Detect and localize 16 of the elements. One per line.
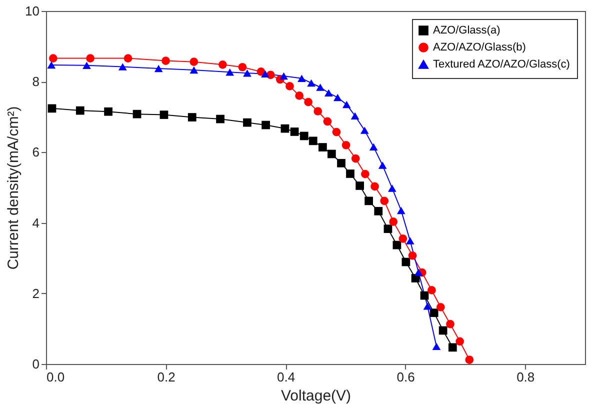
y-tick-label: 4: [32, 215, 40, 230]
x-tick-label: 0.8: [516, 370, 535, 384]
y-tick-label: 10: [25, 4, 40, 18]
x-tick-label: 0.4: [277, 370, 296, 384]
x-tick-label: 0.2: [157, 370, 176, 384]
y-axis-title: Current density(mA/cm²): [5, 106, 22, 270]
legend-label: Textured AZO/AZO/Glass(c): [433, 58, 570, 70]
legend-label: AZO/AZO/Glass(b): [433, 42, 526, 54]
legend-label: AZO/Glass(a): [433, 24, 500, 36]
x-tick-label: 0.0: [46, 370, 65, 384]
y-tick-label: 6: [32, 144, 40, 160]
y-tick-label: 0: [32, 356, 40, 372]
x-axis-title: Voltage(V): [280, 388, 352, 404]
y-tick-label: 2: [32, 286, 40, 301]
x-tick-label: 0.6: [396, 370, 415, 384]
y-tick-label: 8: [32, 74, 40, 90]
